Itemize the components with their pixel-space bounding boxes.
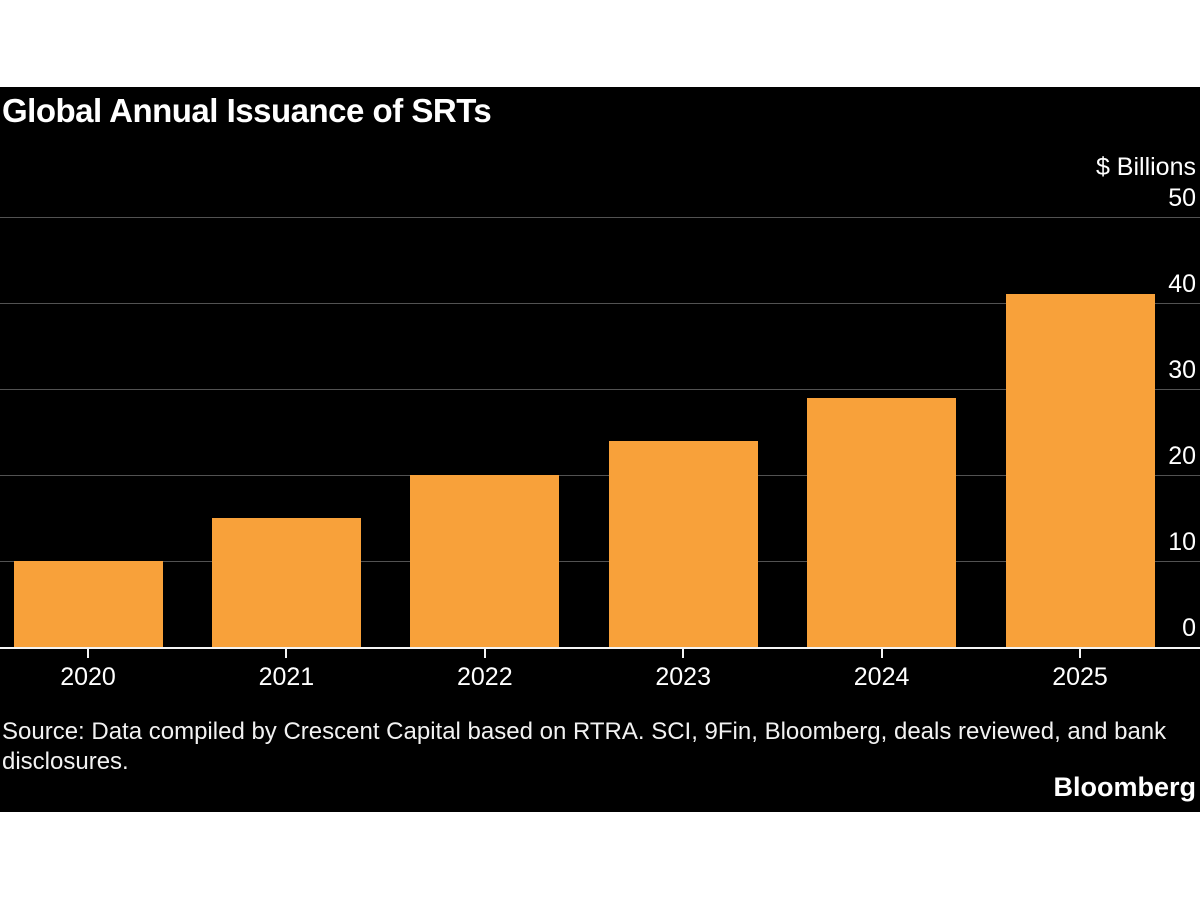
x-tick-label-2020: 2020 (60, 663, 116, 691)
gridline-10 (0, 561, 1200, 562)
gridline-20 (0, 475, 1200, 476)
x-tick-label-2022: 2022 (456, 663, 513, 691)
x-tick-label-2024: 2024 (853, 663, 910, 691)
x-tick-2020 (87, 649, 89, 658)
bar-2020 (13, 561, 163, 647)
y-tick-label-10: 10 (1168, 528, 1196, 556)
bar-2021 (211, 518, 361, 647)
y-tick-label-40: 40 (1168, 270, 1196, 298)
x-tick-2022 (483, 649, 486, 658)
chart-card: Global Annual Issuance of SRTs $ Billion… (0, 87, 1200, 812)
bar-2025 (1005, 294, 1155, 647)
y-axis-unit-label: $ Billions (1095, 153, 1196, 181)
x-tick-label-2025: 2025 (1052, 663, 1108, 691)
bloomberg-logo: Bloomberg (1053, 772, 1196, 802)
source-note: Source: Data compiled by Crescent Capita… (2, 718, 1167, 775)
plot-area: 0 10 20 30 40 50 2020 2021 2022 2023 2024 2025 (0, 87, 1200, 812)
y-tick-label-30: 30 (1168, 356, 1196, 384)
chart-title: Global Annual Issuance of SRTs (2, 92, 492, 129)
bar-2024 (807, 397, 957, 647)
x-tick-label-2021: 2021 (258, 663, 315, 691)
gridline-40 (0, 303, 1200, 304)
y-tick-label-50: 50 (1168, 184, 1196, 212)
x-tick-2023 (682, 649, 685, 658)
gridline-30 (0, 389, 1200, 390)
bar-2023 (608, 440, 758, 647)
bar-2022 (410, 475, 560, 647)
gridline-50 (0, 217, 1200, 218)
y-tick-label-20: 20 (1168, 442, 1196, 470)
x-axis-baseline (0, 647, 1200, 649)
x-tick-label-2023: 2023 (655, 663, 711, 691)
y-tick-label-0: 0 (1182, 614, 1196, 642)
x-tick-2025 (1079, 649, 1081, 658)
x-tick-2021 (285, 649, 288, 658)
x-tick-2024 (880, 649, 883, 658)
